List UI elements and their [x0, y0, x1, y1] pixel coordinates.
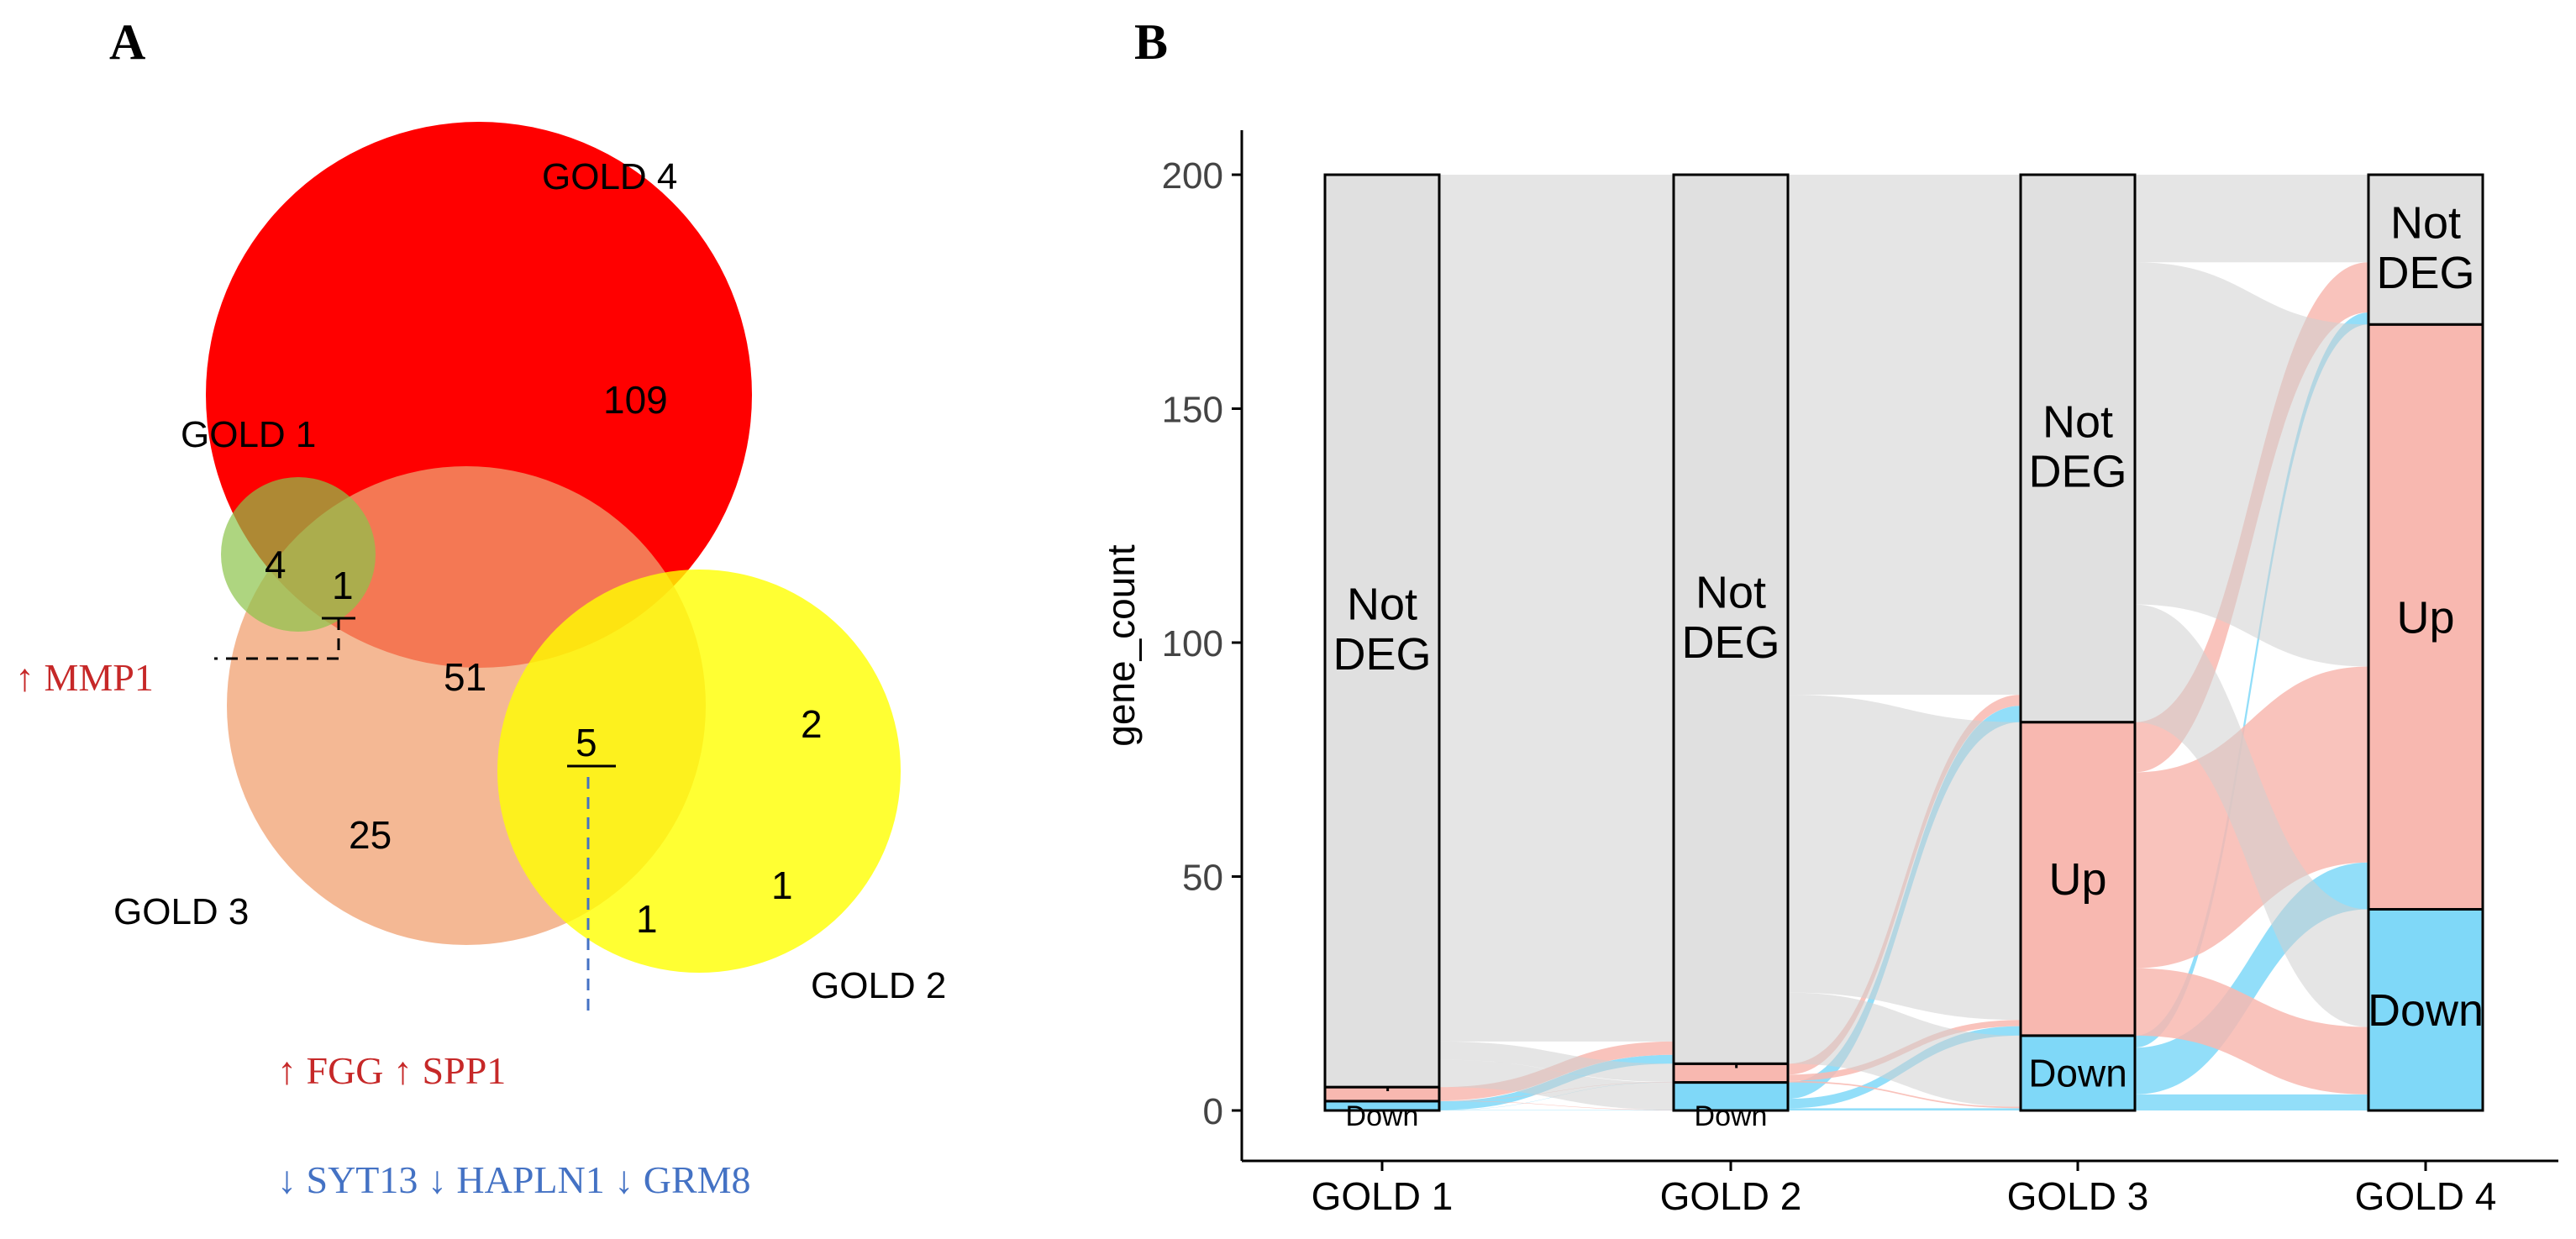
panel-a-label: A: [109, 14, 145, 70]
panel-b-alluvial: B DownUpNotDEGDownUpNotDEGDownUpNotDEGDo…: [1099, 14, 2558, 1218]
panel-b-label: B: [1134, 14, 1168, 70]
flow-1-down-to-down: [1788, 1108, 2021, 1110]
flow-2-up-to-down: [2135, 968, 2368, 1095]
venn-label-gold1: GOLD 1: [181, 414, 316, 455]
venn-count-gold2-3-4: 5: [576, 721, 597, 764]
flow-0-up-to-down: [1439, 1100, 1674, 1110]
venn-count-gold4-only: 109: [603, 378, 668, 422]
flow-2-not_deg-to-not_deg: [2135, 175, 2368, 263]
flow-0-not_deg-to-not_deg: [1439, 175, 1674, 1042]
x-tick-label-0: GOLD 1: [1312, 1174, 1454, 1218]
stratum-label-3-down: Down: [2368, 985, 2484, 1036]
panel-a-venn: A GOLD 4 GOLD 1 GOLD 3 GOLD 2 109 4 1 51…: [15, 14, 946, 1201]
flow-1-up-to-down: [1788, 1080, 2021, 1109]
stratum-label-2-not_deg-line1: Not: [2042, 396, 2113, 447]
stratum-1-not_deg: [1672, 173, 1790, 1065]
stratum-label-0-not_deg-line2: DEG: [1333, 629, 1431, 680]
x-tick-label-1: GOLD 2: [1660, 1174, 1802, 1218]
venn-count-gold1-only: 4: [265, 543, 287, 586]
y-tick-label-50: 50: [1182, 858, 1223, 899]
mmp1-leader-line: [214, 618, 340, 660]
stratum-label-1-not_deg-line1: Not: [1695, 568, 1766, 618]
y-axis-title: gene_count: [1099, 544, 1143, 747]
stratum-label-3-up: Up: [2396, 592, 2454, 643]
stratum-label-2-not_deg-line2: DEG: [2028, 447, 2127, 497]
stratum-label-0-down: Down: [1346, 1100, 1419, 1132]
x-tick-label-2: GOLD 3: [2007, 1174, 2149, 1218]
flow-2-down-to-down: [2135, 1094, 2368, 1110]
annotation-up-genes: ↑ FGG ↑ SPP1: [277, 1049, 506, 1092]
flow-1-not_deg-to-down: [1788, 992, 2021, 1107]
alluvial-strata: DownUpNotDEGDownUpNotDEGDownUpNotDEGDown…: [1323, 173, 2484, 1132]
stratum-label-3-not_deg-line2: DEG: [2376, 248, 2474, 298]
y-tick-label-150: 150: [1162, 390, 1223, 431]
annotation-mmp1: ↑ MMP1: [15, 656, 154, 699]
stratum-label-1-down: Down: [1695, 1100, 1768, 1132]
flow-0-not_deg-to-down: [1439, 1059, 1674, 1110]
stratum-label-3-not_deg-line1: Not: [2390, 198, 2461, 249]
venn-count-gold2-3: 1: [636, 897, 658, 941]
venn-count-gold2-only: 1: [771, 864, 793, 907]
flow-1-not_deg-to-up: [1788, 695, 2021, 1021]
venn-label-gold4: GOLD 4: [542, 156, 677, 197]
stratum-1-down: [1672, 1081, 1790, 1112]
venn-circle-gold1: [221, 477, 376, 632]
venn-count-gold3-only: 25: [349, 813, 392, 857]
venn-count-gold3-4: 51: [444, 655, 486, 699]
stratum-label-2-up: Up: [2048, 854, 2106, 905]
stratum-label-0-not_deg-line1: Not: [1347, 580, 1417, 630]
y-tick-label-200: 200: [1162, 155, 1223, 197]
x-tick-label-3: GOLD 4: [2355, 1174, 2497, 1218]
flow-1-not_deg-to-not_deg: [1788, 175, 2021, 696]
stratum-2-down: [2019, 1034, 2137, 1112]
flow-0-not_deg-to-up: [1439, 1041, 1674, 1083]
alluvial-axes: 0 50 100 150 200 GOLD 1 GOLD 2 GOLD 3 GOLD 4 gene…: [1099, 130, 2558, 1218]
stratum-3-up: [2367, 323, 2484, 911]
venn-label-gold3: GOLD 3: [113, 891, 249, 932]
annotation-down-genes: ↓ SYT13 ↓ HAPLN1 ↓ GRM8: [277, 1158, 751, 1201]
venn-label-gold2: GOLD 2: [811, 965, 946, 1006]
venn-count-gold1-3-4: 1: [332, 564, 354, 607]
stratum-2-not_deg: [2019, 173, 2137, 724]
stratum-3-not_deg: [2367, 173, 2484, 326]
flow-2-not_deg-to-down: [2135, 604, 2368, 1027]
stratum-3-down: [2367, 907, 2484, 1112]
y-tick-label-100: 100: [1162, 623, 1223, 664]
flow-2-down-to-not_deg: [2135, 312, 2368, 1048]
venn-count-gold2-4: 2: [801, 702, 823, 746]
stratum-label-1-not_deg-line2: DEG: [1681, 617, 1780, 668]
stratum-0-not_deg: [1323, 173, 1441, 1089]
stratum-label-2-down: Down: [2028, 1052, 2127, 1095]
alluvial-flows: [1439, 175, 2368, 1110]
y-tick-label-0: 0: [1203, 1091, 1223, 1132]
flow-2-not_deg-to-up: [2135, 262, 2368, 667]
stratum-2-up: [2019, 721, 2137, 1037]
venn-circle-gold2: [497, 570, 901, 973]
